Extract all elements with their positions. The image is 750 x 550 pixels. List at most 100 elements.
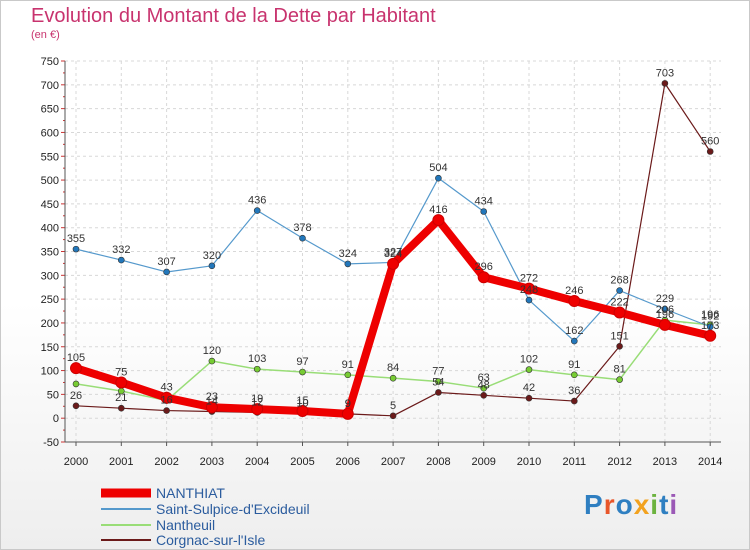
x-tick-label: 2011 — [562, 456, 586, 468]
data-label: 229 — [656, 293, 674, 305]
data-label: 332 — [112, 244, 130, 256]
data-label: 327 — [384, 246, 402, 258]
x-tick-label: 2006 — [336, 456, 360, 468]
x-tick-label: 2014 — [698, 456, 722, 468]
data-point — [341, 407, 354, 420]
data-label: 196 — [701, 309, 719, 321]
data-label: 97 — [296, 356, 308, 368]
data-point — [523, 282, 535, 295]
data-point — [706, 148, 714, 155]
data-point — [435, 378, 442, 385]
data-point — [205, 401, 218, 414]
y-tick-label: 600 — [41, 127, 59, 139]
data-label: 84 — [387, 362, 399, 374]
data-point — [299, 368, 306, 376]
logo-letter: r — [603, 489, 616, 520]
data-point — [344, 260, 352, 268]
legend-label: Saint-Sulpice-d'Excideuil — [156, 501, 310, 517]
data-point — [208, 262, 216, 270]
data-label: 355 — [67, 233, 85, 245]
legend-label: Nantheuil — [156, 517, 216, 533]
x-tick-label: 2009 — [471, 456, 495, 468]
data-label: 504 — [429, 162, 447, 174]
x-tick-label: 2001 — [109, 456, 133, 468]
x-tick-label: 2005 — [290, 456, 314, 468]
data-label: 10 — [296, 397, 308, 409]
data-label: 16 — [160, 395, 172, 407]
data-label: 36 — [568, 385, 580, 397]
x-tick-label: 2002 — [154, 456, 178, 468]
data-label: 560 — [701, 135, 719, 147]
y-tick-label: 450 — [41, 199, 59, 211]
data-point — [616, 287, 623, 294]
data-point — [251, 403, 264, 416]
data-point — [72, 380, 80, 388]
data-point — [480, 384, 488, 392]
data-label: 324 — [339, 248, 357, 260]
data-label: 102 — [520, 354, 538, 366]
data-label: 378 — [293, 222, 311, 234]
data-point — [387, 257, 400, 270]
y-tick-label: 0 — [53, 413, 59, 425]
x-tick-label: 2013 — [653, 456, 677, 468]
data-label: 77 — [432, 366, 444, 378]
y-tick-label: 350 — [41, 247, 59, 259]
data-point — [616, 342, 623, 350]
data-point — [253, 207, 261, 214]
data-label: 196 — [656, 309, 674, 321]
data-label: 206 — [656, 304, 674, 316]
y-tick-label: 300 — [41, 270, 59, 282]
logo-letter: i — [650, 489, 660, 520]
data-label: 14 — [206, 396, 218, 408]
data-point — [115, 376, 128, 389]
x-tick-label: 2000 — [64, 456, 88, 468]
data-point — [525, 394, 533, 402]
logo-letter: P — [584, 489, 604, 520]
data-label: 63 — [478, 372, 490, 384]
data-point — [480, 208, 488, 215]
x-tick-label: 2010 — [517, 456, 541, 468]
data-label: 43 — [160, 382, 172, 394]
data-label: 320 — [203, 250, 221, 262]
data-label: 91 — [342, 359, 354, 371]
y-tick-label: 700 — [41, 80, 59, 92]
data-point — [432, 214, 445, 227]
data-label: 15 — [296, 395, 308, 407]
data-label: 324 — [384, 248, 402, 260]
data-label: 703 — [656, 67, 674, 79]
data-point — [570, 371, 578, 379]
data-label: 272 — [520, 273, 538, 285]
data-point — [570, 397, 578, 405]
data-point — [70, 362, 82, 375]
legend-swatch — [101, 524, 151, 526]
legend-label: Corgnac-sur-l'Isle — [156, 532, 266, 548]
data-point — [661, 80, 669, 87]
y-tick-label: -50 — [43, 437, 59, 449]
data-point — [568, 295, 581, 308]
data-label: 307 — [157, 256, 175, 268]
data-point — [661, 305, 669, 313]
data-point — [616, 376, 623, 383]
data-label: 81 — [613, 364, 625, 376]
y-tick-label: 750 — [41, 56, 59, 68]
data-label: 248 — [520, 284, 538, 296]
data-point — [163, 407, 170, 414]
data-label: 54 — [432, 376, 444, 388]
data-label: 436 — [248, 195, 266, 207]
legend-swatch — [101, 539, 151, 541]
legend-swatch — [101, 508, 151, 510]
y-tick-label: 200 — [41, 318, 59, 330]
data-point — [163, 268, 170, 276]
data-point — [299, 234, 306, 242]
data-label: 103 — [248, 353, 266, 365]
data-label: 105 — [67, 352, 85, 364]
logo-letter: i — [669, 489, 679, 520]
y-tick-label: 50 — [47, 389, 59, 401]
x-tick-label: 2004 — [245, 456, 269, 468]
data-point — [118, 404, 125, 412]
data-point — [706, 323, 714, 331]
logo-letter: o — [615, 489, 634, 520]
data-point — [253, 365, 261, 373]
